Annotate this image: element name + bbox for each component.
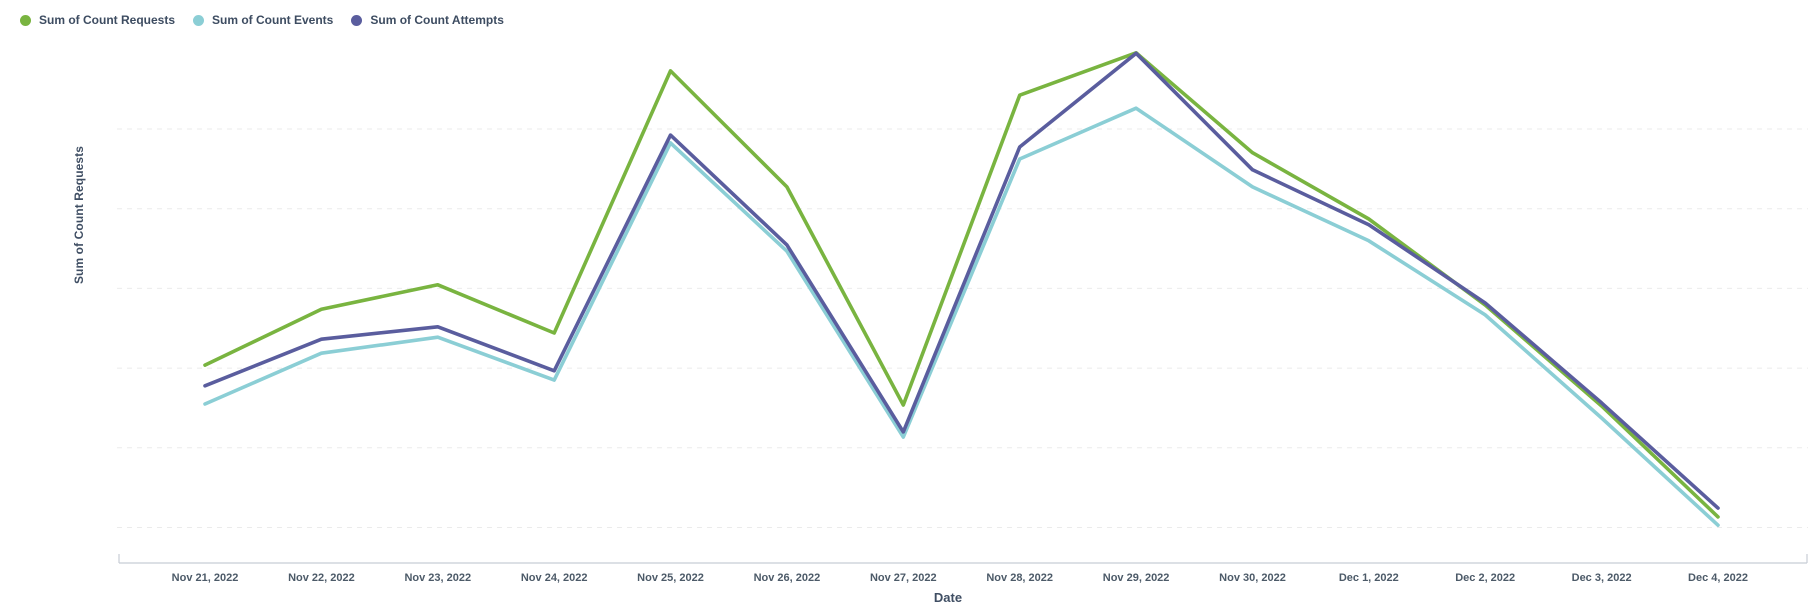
legend-label: Sum of Count Requests [39,13,176,27]
legend-dot-icon [20,14,31,26]
x-tick-label: Nov 25, 2022 [637,572,704,584]
x-tick-label: Nov 21, 2022 [172,572,239,584]
x-tick-label: Nov 28, 2022 [986,572,1053,584]
legend: Sum of Count Requests Sum of Count Event… [20,13,504,27]
x-tick-label: Nov 29, 2022 [1103,572,1170,584]
x-tick-label: Nov 26, 2022 [754,572,821,584]
legend-label: Sum of Count Attempts [370,13,504,27]
legend-label: Sum of Count Events [212,13,334,27]
x-tick-label: Dec 3, 2022 [1572,572,1632,584]
x-tick-label: Nov 23, 2022 [404,572,471,584]
x-tick-label: Dec 1, 2022 [1339,572,1399,584]
x-tick-label: Nov 22, 2022 [288,572,355,584]
x-tick-label: Nov 24, 2022 [521,572,588,584]
x-tick-label: Nov 27, 2022 [870,572,937,584]
x-tick-label: Nov 30, 2022 [1219,572,1286,584]
series-line-sum-of-count-attempts [203,51,1720,510]
legend-dot-icon [351,14,363,26]
legend-dot-icon [193,14,205,26]
x-axis-title: Date [933,590,963,605]
legend-item-sum-of-count-events[interactable]: Sum of Count Events [193,13,333,27]
legend-item-sum-of-count-requests[interactable]: Sum of Count Requests [20,13,175,27]
x-tick-label: Dec 4, 2022 [1688,572,1748,584]
legend-item-sum-of-count-attempts[interactable]: Sum of Count Attempts [351,13,504,27]
x-tick-label: Dec 2, 2022 [1455,572,1515,584]
series-line-sum-of-count-events [203,106,1720,528]
